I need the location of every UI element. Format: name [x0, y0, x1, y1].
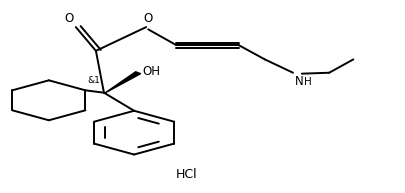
Polygon shape	[105, 72, 141, 93]
Text: HCl: HCl	[176, 168, 197, 181]
Text: N: N	[295, 75, 304, 88]
Text: OH: OH	[142, 65, 160, 78]
Text: O: O	[64, 12, 73, 25]
Text: O: O	[144, 12, 153, 25]
Text: H: H	[304, 77, 311, 87]
Text: &1: &1	[87, 76, 100, 85]
